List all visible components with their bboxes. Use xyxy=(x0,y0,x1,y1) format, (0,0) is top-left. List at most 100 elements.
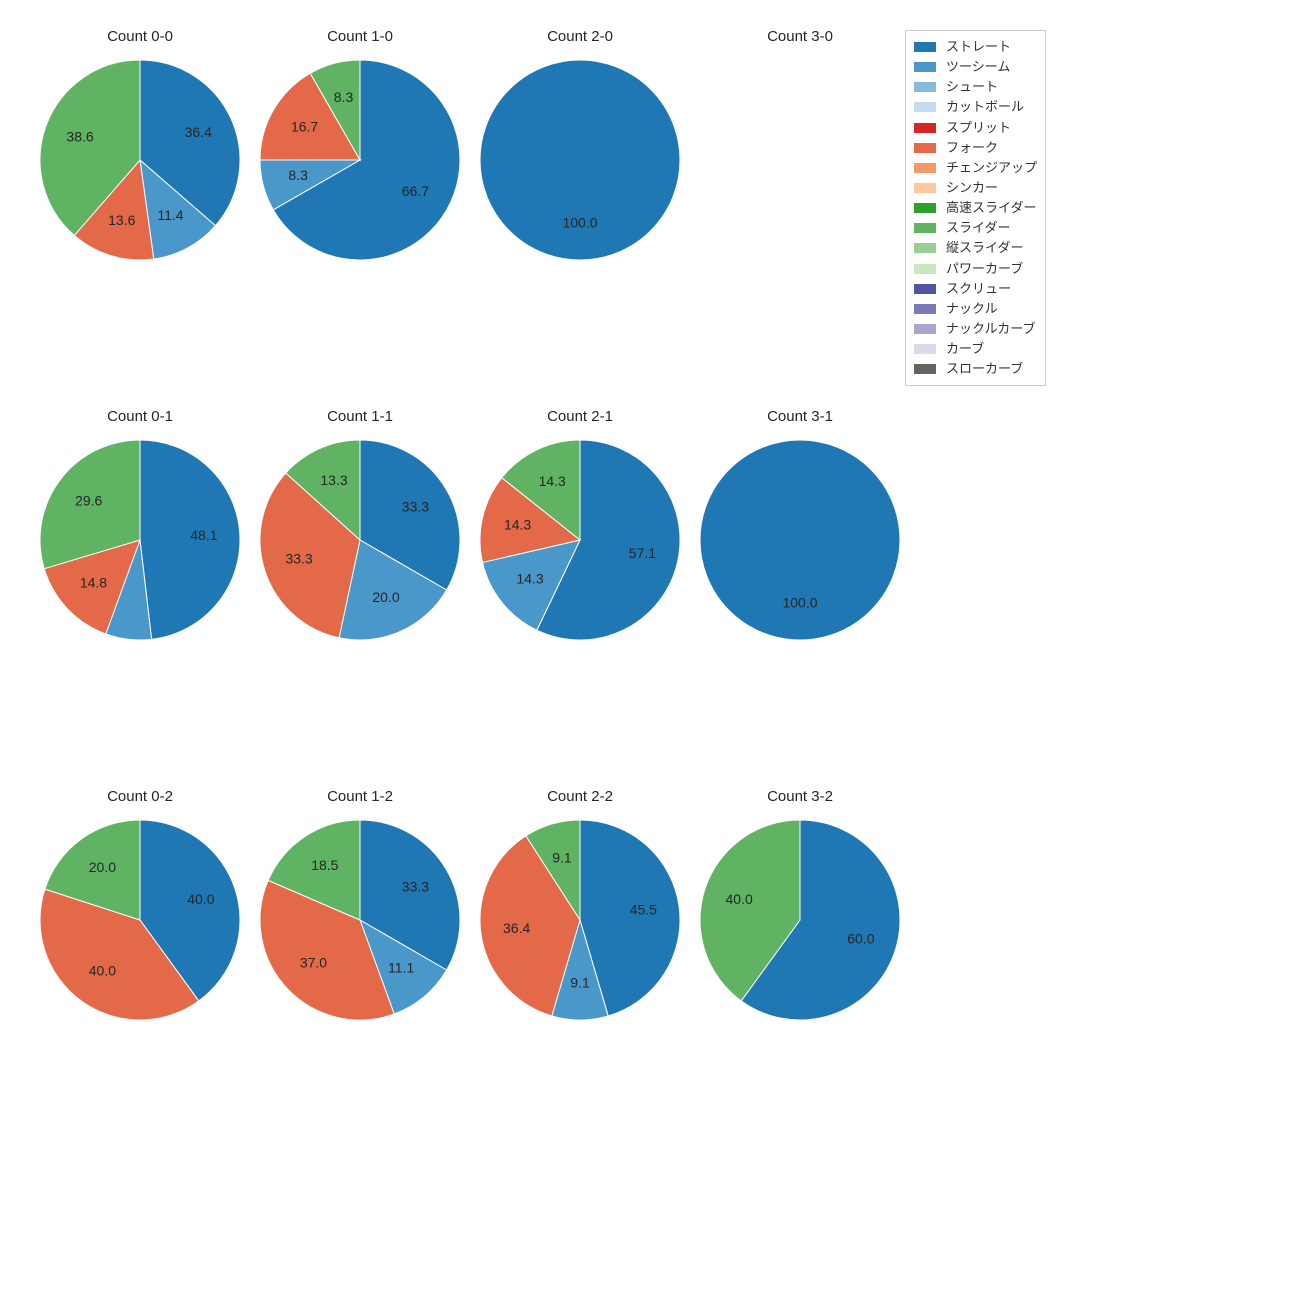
panel-title: Count 3-2 xyxy=(700,788,900,805)
legend-swatch xyxy=(914,284,936,294)
slice-value-label: 33.3 xyxy=(402,499,429,515)
slice-value-label: 33.3 xyxy=(285,550,312,566)
legend-swatch xyxy=(914,123,936,133)
slice-value-label: 14.8 xyxy=(80,575,107,591)
legend-swatch xyxy=(914,82,936,92)
pie-chart: 66.7 8.3 16.7 8.3 xyxy=(260,60,460,260)
pie-panel: Count 1-066.78.316.78.3 xyxy=(260,60,460,260)
pie-chart: 33.311.137.018.5 xyxy=(260,820,460,1020)
legend-swatch xyxy=(914,223,936,233)
legend-item: 高速スライダー xyxy=(914,198,1037,218)
legend-swatch xyxy=(914,243,936,253)
slice-value-label: 11.4 xyxy=(157,207,183,223)
legend-item: スプリット xyxy=(914,118,1037,138)
legend-item: カットボール xyxy=(914,97,1037,117)
slice-value-label: 11.1 xyxy=(388,960,414,976)
slice-value-label: 9.1 xyxy=(570,975,590,991)
slice-value-label: 57.1 xyxy=(629,545,656,561)
legend-item: ストレート xyxy=(914,37,1037,57)
legend-swatch xyxy=(914,183,936,193)
pie-panel: Count 3-260.040.0 xyxy=(700,820,900,1020)
pie-chart: 45.59.136.49.1 xyxy=(480,820,680,1020)
slice-value-label: 13.6 xyxy=(108,212,135,228)
pie-chart: 36.411.413.638.6 xyxy=(40,60,240,260)
pie-chart: 40.0 40.0 20.0 xyxy=(40,820,240,1020)
slice-value-label: 40.0 xyxy=(89,962,116,978)
slice-value-label: 13.3 xyxy=(320,472,347,488)
pie-panel: Count 2-157.114.314.314.3 xyxy=(480,440,680,640)
slice-value-label: 45.5 xyxy=(630,902,657,918)
pie-chart: 48.114.829.6 xyxy=(40,440,240,640)
slice-value-label: 20.0 xyxy=(372,589,399,605)
slice-value-label: 14.3 xyxy=(539,473,566,489)
legend-label: シュート xyxy=(946,77,998,97)
pie-chart: 60.0 40.0 xyxy=(700,820,900,1020)
legend-item: ナックルカーブ xyxy=(914,319,1037,339)
slice-value-label: 8.3 xyxy=(288,167,308,183)
legend-swatch xyxy=(914,203,936,213)
panel-title: Count 3-1 xyxy=(700,408,900,425)
legend-item: ナックル xyxy=(914,299,1037,319)
pie-panel: Count 0-148.114.829.6 xyxy=(40,440,240,640)
legend-label: スクリュー xyxy=(946,279,1011,299)
legend-label: ツーシーム xyxy=(946,57,1010,77)
legend-swatch xyxy=(914,304,936,314)
chart-stage: Count 0-036.411.413.638.6Count 1-066.78.… xyxy=(0,0,1300,1300)
legend-swatch xyxy=(914,324,936,334)
legend-item: シンカー xyxy=(914,178,1037,198)
pie-chart: 100.0 xyxy=(480,60,680,260)
pie-chart: 57.114.314.314.3 xyxy=(480,440,680,640)
panel-title: Count 2-0 xyxy=(480,28,680,45)
legend-item: 縦スライダー xyxy=(914,238,1037,258)
slice-value-label: 60.0 xyxy=(847,930,874,946)
panel-title: Count 2-1 xyxy=(480,408,680,425)
legend-label: 縦スライダー xyxy=(946,238,1023,258)
panel-title: Count 0-1 xyxy=(40,408,240,425)
slice-value-label: 33.3 xyxy=(402,879,429,895)
panel-title: Count 0-0 xyxy=(40,28,240,45)
legend-item: スクリュー xyxy=(914,279,1037,299)
legend-item: シュート xyxy=(914,77,1037,97)
panel-title: Count 0-2 xyxy=(40,788,240,805)
legend-swatch xyxy=(914,102,936,112)
panel-title: Count 3-0 xyxy=(700,28,900,45)
legend-item: スライダー xyxy=(914,218,1037,238)
legend-item: チェンジアップ xyxy=(914,158,1037,178)
slice-value-label: 66.7 xyxy=(402,183,429,199)
panel-title: Count 2-2 xyxy=(480,788,680,805)
legend-label: スプリット xyxy=(946,118,1011,138)
slice-value-label: 40.0 xyxy=(187,891,214,907)
panel-title: Count 1-2 xyxy=(260,788,460,805)
legend-swatch xyxy=(914,62,936,72)
legend-label: スライダー xyxy=(946,218,1010,238)
legend-item: スローカーブ xyxy=(914,359,1037,379)
slice-value-label: 16.7 xyxy=(291,119,318,135)
legend-swatch xyxy=(914,364,936,374)
pie-chart: 33.3 20.0 33.3 13.3 xyxy=(260,440,460,640)
legend-label: パワーカーブ xyxy=(946,259,1023,279)
pie-panel: Count 1-133.320.033.313.3 xyxy=(260,440,460,640)
legend-label: ストレート xyxy=(946,37,1011,57)
legend-label: カットボール xyxy=(946,97,1024,117)
legend-label: スローカーブ xyxy=(946,359,1023,379)
slice-value-label: 29.6 xyxy=(75,492,102,508)
panel-title: Count 1-1 xyxy=(260,408,460,425)
slice-value-label: 36.4 xyxy=(503,920,530,936)
pie-panel: Count 2-0100.0 xyxy=(480,60,680,260)
legend-swatch xyxy=(914,344,936,354)
pie-panel: Count 2-245.59.136.49.1 xyxy=(480,820,680,1020)
slice-value-label: 100.0 xyxy=(782,595,817,611)
slice-value-label: 37.0 xyxy=(300,955,327,971)
slice-value-label: 20.0 xyxy=(89,859,116,875)
legend-label: ナックルカーブ xyxy=(946,319,1035,339)
slice-value-label: 40.0 xyxy=(726,891,753,907)
pie-panel: Count 3-0 xyxy=(700,60,900,260)
legend-swatch xyxy=(914,264,936,274)
legend-item: ツーシーム xyxy=(914,57,1037,77)
slice-value-label: 36.4 xyxy=(185,124,212,140)
slice-value-label: 8.3 xyxy=(334,89,354,105)
legend-label: カーブ xyxy=(946,339,984,359)
legend-label: フォーク xyxy=(946,138,998,158)
legend-item: フォーク xyxy=(914,138,1037,158)
legend-item: パワーカーブ xyxy=(914,259,1037,279)
